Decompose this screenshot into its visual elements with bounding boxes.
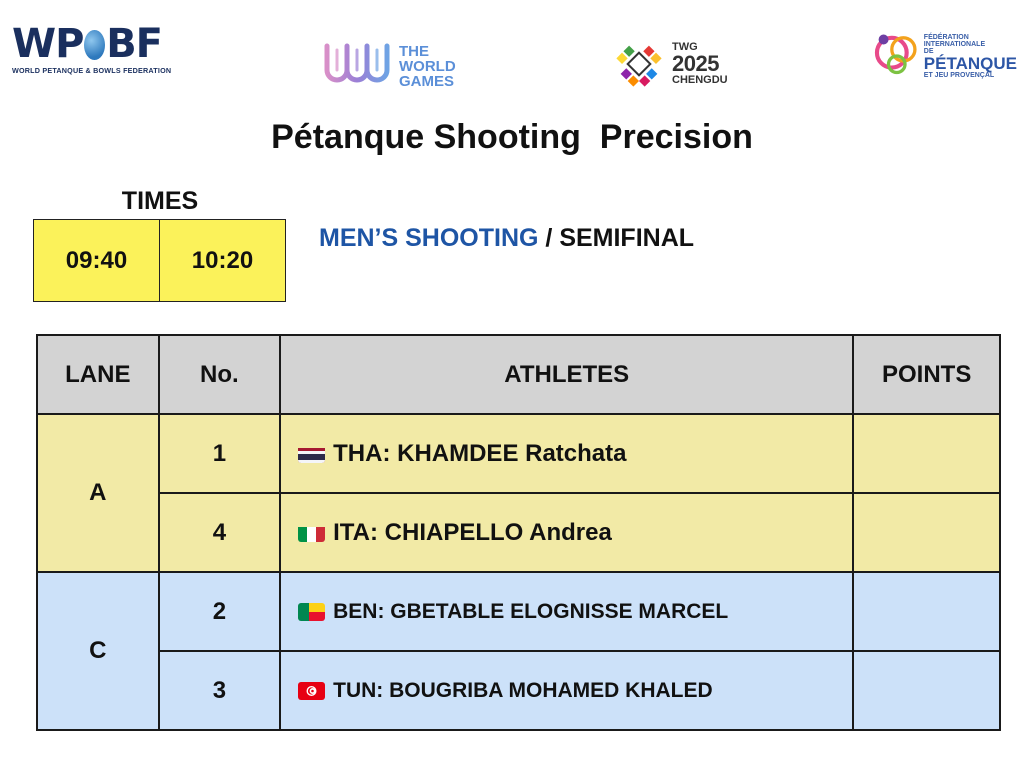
athlete-cell: BEN: GBETABLE ELOGNISSE MARCEL [279, 571, 855, 652]
header-points: POINTS [852, 334, 1001, 415]
twg-2025-line1: TWG [672, 41, 698, 53]
table-row: C 2 BEN: GBETABLE ELOGNISSE MARCEL [36, 571, 1001, 731]
wpbf-logo-subtitle: WORLD PETANQUE & BOWLS FEDERATION [12, 66, 172, 75]
event-separator: / [538, 224, 560, 252]
times-box: 09:40 10:20 [33, 219, 286, 302]
athlete-number: 3 [157, 650, 282, 731]
athlete-name: TUN: BOUGRIBA MOHAMED KHALED [333, 678, 713, 702]
fipjp-line1: FÉDÉRATION [923, 33, 969, 41]
points-cell[interactable] [852, 571, 1001, 652]
fipjp-line3: DE [923, 47, 934, 55]
world-games-w-icon [324, 43, 390, 83]
fipjp-line2: INTERNATIONALE [923, 40, 986, 48]
athlete-name: THA: KHAMDEE Ratchata [333, 439, 627, 467]
tunisia-flag-icon [298, 681, 326, 700]
athlete-cell: THA: KHAMDEE Ratchata [279, 413, 855, 494]
wpbf-logo-left: WP [12, 21, 84, 67]
points-cell[interactable] [852, 413, 1001, 494]
fipjp-boules-icon [874, 34, 917, 75]
world-games-line2: WORLD [399, 57, 456, 75]
athlete-cell: ITA: CHIAPELLO Andrea [279, 492, 855, 573]
lane-a-cell: A [36, 413, 160, 573]
thailand-flag-icon [298, 445, 326, 463]
page-title: Pétanque Shooting Precision [271, 118, 753, 156]
twg-2025-emblem-icon [616, 45, 662, 87]
athlete-number: 2 [157, 571, 282, 652]
results-table: LANE No. ATHLETES POINTS A 1 THA: KHAMDE… [36, 334, 1001, 731]
event-heading: MEN’S SHOOTING / SEMIFINAL [319, 224, 694, 253]
twg-2025-line3: CHENGDU [672, 74, 728, 86]
fipjp-line4: PÉTANQUE [923, 53, 1017, 73]
table-header-row: LANE No. ATHLETES POINTS [36, 334, 1001, 415]
athlete-cell: TUN: BOUGRIBA MOHAMED KHALED [279, 650, 855, 731]
athlete-name: ITA: CHIAPELLO Andrea [333, 518, 612, 546]
times-label: TIMES [121, 187, 199, 215]
athlete-name: BEN: GBETABLE ELOGNISSE MARCEL [333, 599, 729, 623]
lane-c-cell: C [36, 571, 160, 731]
globe-icon [84, 30, 106, 60]
athlete-number: 4 [157, 492, 282, 573]
table-row: A 1 THA: KHAMDEE Ratchata [36, 413, 1001, 573]
time-slot-1: 09:40 [65, 246, 128, 274]
wpbf-logo-right: BF [106, 21, 163, 67]
italy-flag-icon [298, 524, 326, 542]
world-games-logo: THE WORLD GAMES [323, 28, 483, 104]
points-cell[interactable] [852, 650, 1001, 731]
world-games-line1: THE [399, 42, 429, 60]
table-row: 4 ITA: CHIAPELLO Andrea [37, 492, 1001, 573]
wpbf-logo: WP BF WORLD PETANQUE & BOWLS FEDERATION [12, 21, 172, 100]
twg-2025-logo: TWG 2025 CHENGDU [612, 26, 742, 102]
event-round: SEMIFINAL [559, 224, 695, 252]
twg-2025-line2: 2025 [672, 51, 719, 76]
fipjp-logo: FÉDÉRATION INTERNATIONALE DE PÉTANQUE ET… [872, 18, 1017, 94]
time-slot-2: 10:20 [159, 220, 285, 301]
table-row: 3 TUN: BOUGRIBA MOHAMED KHALED [37, 650, 1001, 731]
athlete-number: 1 [157, 413, 282, 494]
world-games-line3: GAMES [399, 72, 455, 90]
event-category: MEN’S SHOOTING [319, 224, 539, 252]
header-athletes: ATHLETES [279, 334, 855, 415]
points-cell[interactable] [852, 492, 1001, 573]
logo-bar: WP BF WORLD PETANQUE & BOWLS FEDERATION … [0, 14, 1024, 90]
fipjp-line5: ET JEU PROVENÇAL [923, 71, 995, 79]
benin-flag-icon [298, 602, 326, 621]
header-no: No. [157, 334, 282, 415]
header-lane: LANE [36, 334, 160, 415]
